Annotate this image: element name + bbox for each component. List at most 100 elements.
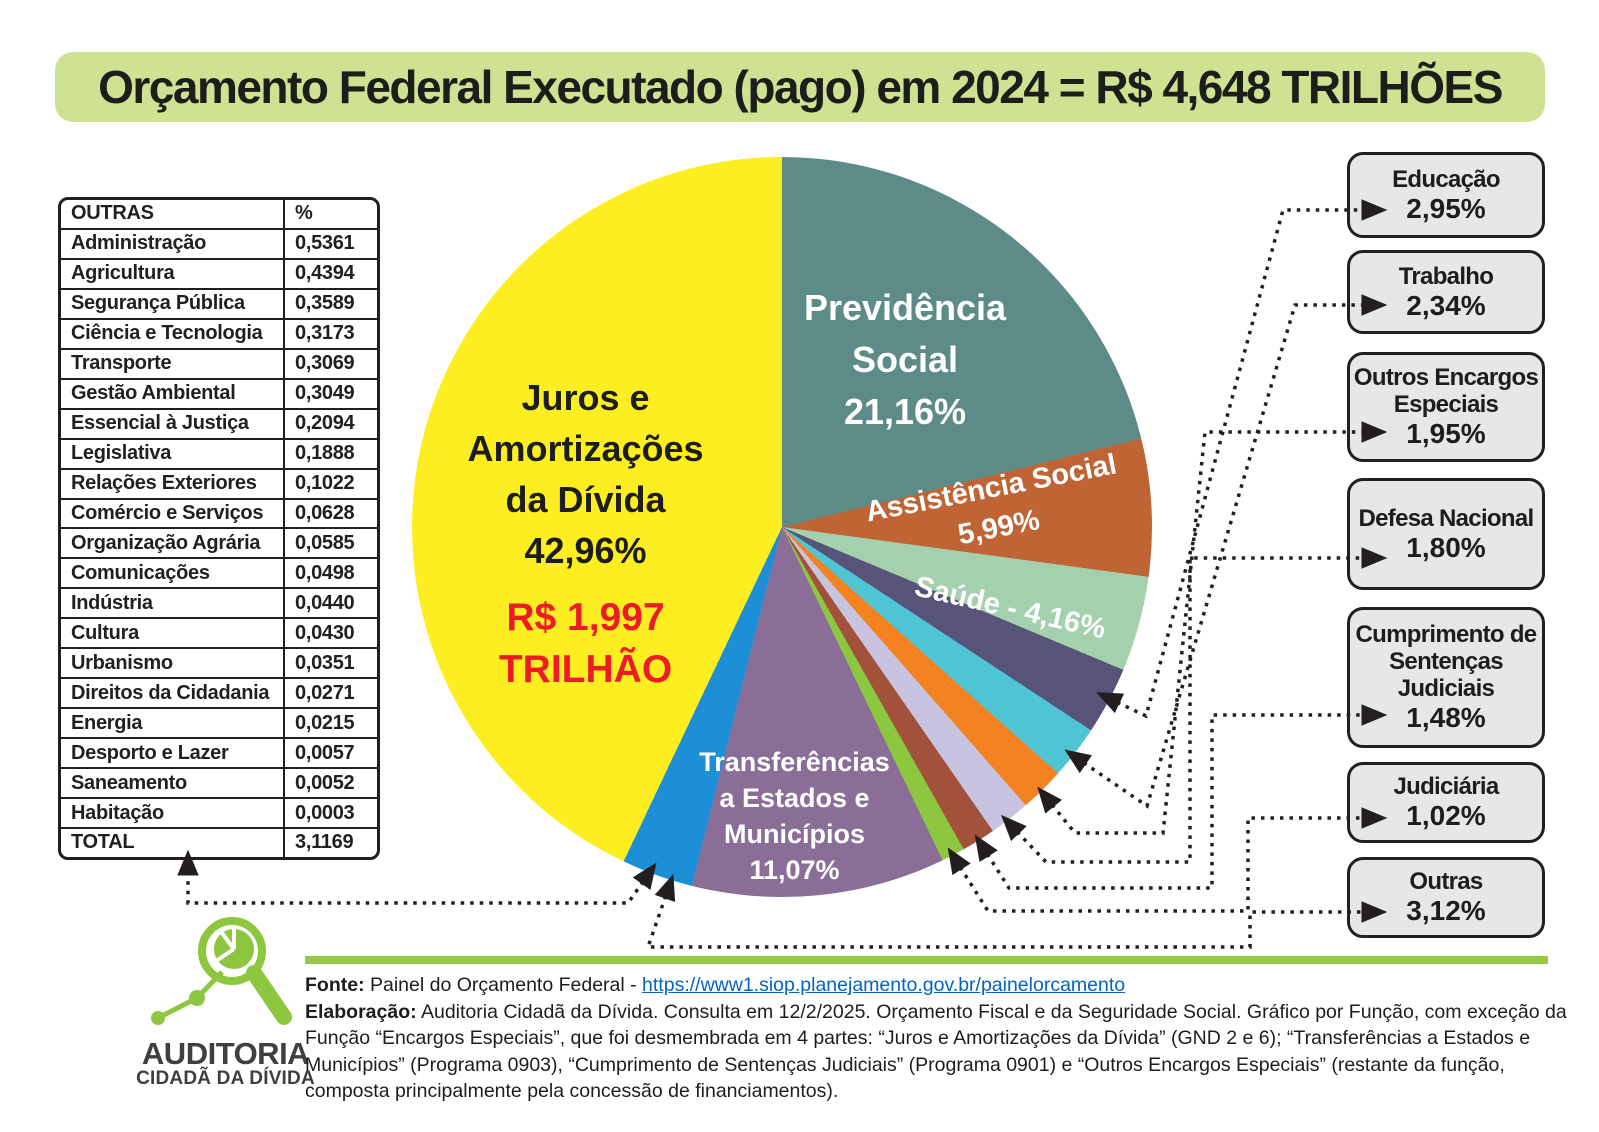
table-cell-label: Agricultura xyxy=(71,262,175,285)
table-row: TOTAL 3,1169 xyxy=(61,827,377,857)
table-cell-value: 0,3589 xyxy=(283,289,377,318)
table-cell-value: 0,0498 xyxy=(283,559,377,588)
callout-value: 2,34% xyxy=(1406,289,1486,321)
leader-table-total xyxy=(177,849,657,905)
table-row: OUTRAS% xyxy=(61,200,377,228)
callout-label: Outras xyxy=(1409,868,1483,895)
table-row: Legislativa 0,1888 xyxy=(61,437,377,468)
footer-elaboration: Elaboração: Auditoria Cidadã da Dívida. … xyxy=(305,999,1567,1105)
callout-value: 3,12% xyxy=(1406,895,1486,926)
table-cell-value: 0,4394 xyxy=(283,259,377,288)
pie-label-line: Previdência xyxy=(803,287,1007,328)
table-cell-value: 0,0628 xyxy=(283,499,377,528)
table-row: Urbanismo 0,0351 xyxy=(61,647,377,678)
table-cell-label: Organização Agrária xyxy=(71,531,261,554)
table-cell-label: Essencial à Justiça xyxy=(71,412,249,435)
callout-defesa-nacional: Defesa Nacional 1,80% xyxy=(1347,478,1545,590)
pie-label-line: Municípios xyxy=(724,819,865,849)
table-row: Agricultura 0,4394 xyxy=(61,257,377,288)
table-cell-label: Cultura xyxy=(71,621,139,644)
footer-source-label: Fonte: xyxy=(305,974,365,996)
callout-cumprimento-sentencas: Cumprimento de Sentenças Judiciais 1,48% xyxy=(1347,607,1545,748)
table-cell-label: Desporto e Lazer xyxy=(71,741,229,764)
table-cell-label: Habitação xyxy=(71,801,164,824)
leader-judiciaria xyxy=(947,807,1388,913)
pie-label-line: Social xyxy=(851,339,959,380)
table-cell-label: Segurança Pública xyxy=(71,292,245,315)
pie-label-value: 21,16% xyxy=(843,391,967,432)
footer-rule xyxy=(305,956,1548,964)
pie-label-line: TRILHÃO xyxy=(498,648,673,691)
pie-label-line: Transferências xyxy=(699,747,890,777)
table-row: Direitos da Cidadania 0,0271 xyxy=(61,677,377,708)
table-cell-value: % xyxy=(283,200,377,228)
table-cell-value: 0,3069 xyxy=(283,349,377,378)
pie-label-juros-amount: R$ 1,997 TRILHÃO xyxy=(418,592,753,696)
table-row: Comércio e Serviços 0,0628 xyxy=(61,497,377,528)
logo-title: AUDITORIA xyxy=(141,1036,310,1071)
callout-label: Trabalho xyxy=(1398,262,1494,290)
table-row: Comunicações 0,0498 xyxy=(61,557,377,588)
pie-label-line: R$ 1,997 xyxy=(506,596,665,639)
table-cell-value: 0,0585 xyxy=(283,529,377,558)
table-row: Energia 0,0215 xyxy=(61,707,377,738)
pie-label-transferencias: Transferências a Estados e Municípios 11… xyxy=(662,744,927,888)
table-row: Desporto e Lazer 0,0057 xyxy=(61,737,377,768)
table-cell-label: Ciência e Tecnologia xyxy=(71,322,263,345)
table-cell-label: Comércio e Serviços xyxy=(71,502,264,524)
pie-label-previdencia: Previdência Social 21,16% xyxy=(775,282,1035,438)
table-cell-label: Relações Exteriores xyxy=(71,472,257,495)
callout-value: 1,02% xyxy=(1406,800,1486,831)
table-cell-label: Energia xyxy=(71,711,143,734)
table-cell-value: 0,1022 xyxy=(283,469,377,498)
table-cell-label: Indústria xyxy=(71,591,153,614)
footer-elaboration-label: Elaboração: xyxy=(305,1000,417,1023)
pie-label-line: Juros e xyxy=(521,377,650,418)
callout-label: Judiciária xyxy=(1393,773,1499,800)
callout-label: Cumprimento de Sentenças Judiciais xyxy=(1355,621,1538,702)
table-cell-label: Comunicações xyxy=(71,561,210,584)
table-cell-label: Legislativa xyxy=(71,442,172,465)
table-cell-value: 0,0052 xyxy=(283,769,377,798)
callout-outras: Outras 3,12% xyxy=(1347,857,1545,938)
table-cell-value: 0,0003 xyxy=(283,799,377,828)
table-cell-value: 0,5361 xyxy=(283,229,377,258)
table-row: Essencial à Justiça 0,2094 xyxy=(61,407,377,438)
table-cell-value: 0,0351 xyxy=(283,649,377,678)
footer-elaboration-text: Auditoria Cidadã da Dívida. Consulta em … xyxy=(305,1000,1567,1103)
table-row: Cultura 0,0430 xyxy=(61,617,377,648)
callout-value: 1,80% xyxy=(1406,531,1486,563)
footer-source-link[interactable]: https://www1.siop.planejamento.gov.br/pa… xyxy=(642,974,1126,996)
table-cell-label: Direitos da Cidadania xyxy=(71,681,270,704)
pie-label-line: da Dívida xyxy=(505,479,666,520)
table-cell-value: 0,3173 xyxy=(283,319,377,348)
table-cell-value: 0,0215 xyxy=(283,709,377,738)
callout-value: 2,95% xyxy=(1406,192,1486,224)
table-cell-label: Administração xyxy=(71,232,207,255)
table-cell-value: 0,0430 xyxy=(283,619,377,648)
table-row: Ciência e Tecnologia 0,3173 xyxy=(61,317,377,348)
table-cell-value: 0,1888 xyxy=(283,439,377,468)
table-row: Segurança Pública 0,3589 xyxy=(61,287,377,318)
table-row: Habitação 0,0003 xyxy=(61,797,377,828)
callout-value: 1,95% xyxy=(1406,418,1486,449)
callout-educacao: Educação 2,95% xyxy=(1347,152,1545,238)
table-cell-label: Saneamento xyxy=(71,771,187,794)
callout-outros-encargos: Outros Encargos Especiais 1,95% xyxy=(1347,352,1545,462)
pie-label-line: a Estados e xyxy=(719,783,870,813)
table-row: Gestão Ambiental 0,3049 xyxy=(61,377,377,408)
logo-subtitle: CIDADÃ DA DÍVIDA xyxy=(136,1068,315,1089)
callout-trabalho: Trabalho 2,34% xyxy=(1347,250,1545,334)
table-cell-label: TOTAL xyxy=(71,831,135,854)
callout-label: Defesa Nacional xyxy=(1358,504,1535,532)
table-cell-value: 0,0271 xyxy=(283,679,377,708)
table-row: Saneamento 0,0052 xyxy=(61,767,377,798)
pie-label-line: Amortizações xyxy=(467,428,704,469)
callout-value: 1,48% xyxy=(1406,702,1486,733)
footer-text: Fonte: Painel do Orçamento Federal - htt… xyxy=(305,972,1567,1105)
table-row: Administração 0,5361 xyxy=(61,227,377,258)
pie-label-value: 42,96% xyxy=(524,530,647,571)
table-cell-value: 3,1169 xyxy=(283,829,377,857)
pie-label-juros: Juros e Amortizações da Dívida 42,96% xyxy=(418,372,753,576)
